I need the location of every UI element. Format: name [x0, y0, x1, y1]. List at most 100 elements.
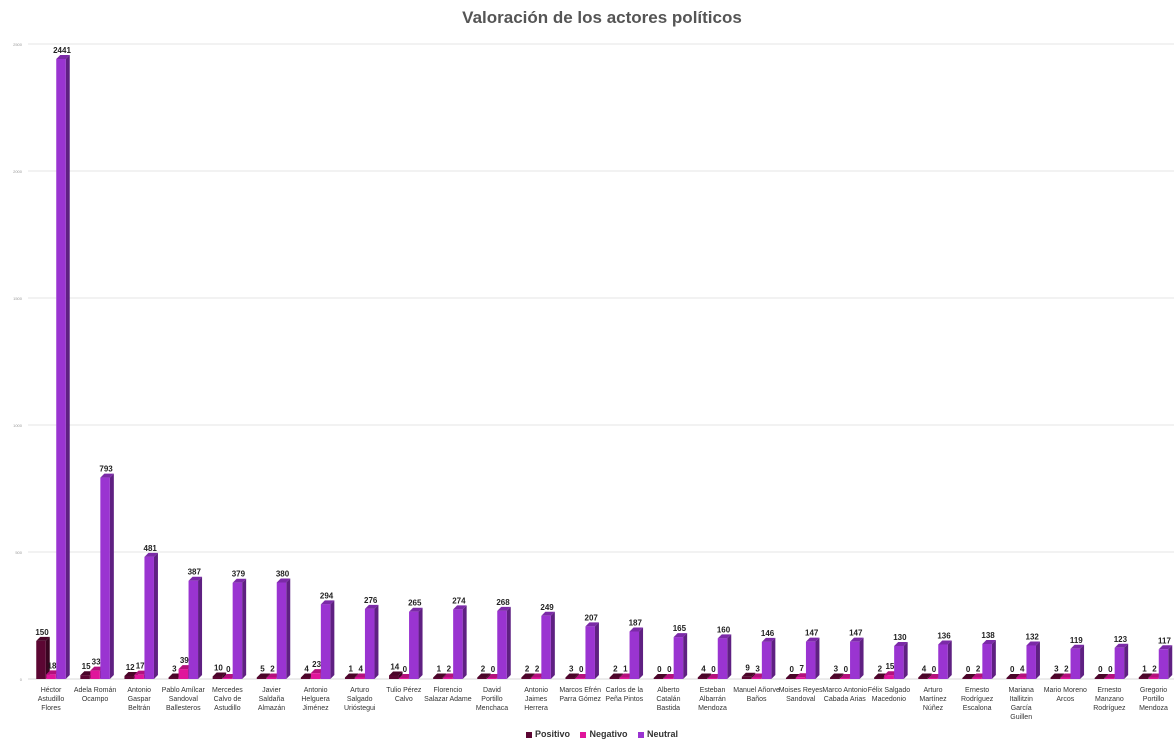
data-label: 380 [276, 569, 290, 578]
bar [707, 678, 718, 679]
bar [433, 677, 443, 679]
y-tick-label: 500 [15, 550, 22, 555]
bar-top [212, 672, 227, 677]
bar [795, 677, 806, 679]
bar [619, 677, 630, 679]
data-label: 160 [717, 625, 731, 634]
bar-top [938, 640, 952, 645]
bar [1060, 677, 1071, 679]
category-label: Antonio Helguera Jiménez [301, 687, 330, 712]
bar [751, 677, 762, 679]
bar-side [374, 604, 379, 679]
data-label: 0 [667, 665, 672, 674]
bar [212, 676, 223, 679]
bar-side [198, 576, 203, 679]
bar [344, 677, 355, 679]
data-label: 147 [849, 629, 863, 638]
bar [188, 580, 199, 679]
data-label: 1 [623, 665, 628, 674]
data-label: 14 [390, 662, 399, 671]
category-label: Mercedes Calvo de Astudillo [212, 687, 243, 712]
category-label: Marcos Efrén Parra Gómez [559, 687, 601, 703]
data-label: 379 [232, 570, 246, 579]
bar [100, 477, 110, 679]
bar [697, 677, 708, 679]
data-label: 265 [408, 599, 422, 608]
bar [36, 640, 46, 679]
bar [134, 674, 144, 679]
bar-top [962, 674, 976, 678]
bar-top [785, 674, 800, 678]
data-label: 3 [1054, 665, 1059, 674]
bar-side [330, 600, 335, 679]
data-label: 2441 [53, 46, 71, 55]
bar [364, 608, 375, 679]
data-label: 23 [312, 660, 321, 669]
category-label: David Portillo Menchaca [476, 687, 508, 712]
bar [276, 582, 287, 679]
bar [144, 556, 154, 679]
bar [1050, 677, 1061, 679]
bar [982, 643, 992, 679]
bar-side [1124, 643, 1129, 679]
bar [918, 677, 928, 679]
bar [850, 641, 860, 679]
category-label: Arturo Martínez Núñez [919, 687, 947, 712]
data-label: 39 [180, 656, 189, 665]
data-label: 274 [452, 596, 466, 605]
bar-top [541, 611, 555, 616]
data-label: 4 [358, 665, 363, 674]
data-label: 4 [1020, 665, 1025, 674]
bar [629, 631, 640, 679]
bar [1114, 647, 1125, 679]
category-label: Arturo Salgado Urióstegui [344, 687, 376, 712]
bar-top [1138, 673, 1153, 678]
data-label: 2 [878, 665, 883, 674]
data-label: 481 [144, 544, 158, 553]
data-label: 18 [48, 661, 57, 670]
data-label: 2 [1064, 665, 1069, 674]
bar [1094, 678, 1105, 679]
bar-top [100, 473, 114, 478]
bar-top [320, 600, 335, 605]
data-label: 0 [844, 665, 849, 674]
bar [663, 678, 674, 679]
bar-top [389, 671, 403, 676]
bar-top [1094, 674, 1109, 678]
bar-top [629, 627, 644, 632]
data-label: 0 [789, 665, 794, 674]
data-label: 3 [755, 665, 760, 674]
bar-top [1114, 643, 1129, 648]
data-label: 12 [126, 663, 135, 672]
data-label: 2 [976, 665, 981, 674]
bar [531, 677, 541, 679]
bar [497, 610, 507, 679]
bar [761, 641, 772, 679]
bar-top [1006, 674, 1020, 678]
legend-label-negativo: Negativo [589, 729, 628, 739]
bar-top [741, 672, 756, 677]
legend-label-neutral: Neutral [647, 729, 679, 739]
data-label: 17 [136, 662, 145, 671]
data-label: 0 [711, 665, 716, 674]
bar [1104, 678, 1115, 679]
data-label: 150 [35, 628, 49, 637]
bar [830, 677, 840, 679]
bar [653, 678, 664, 679]
data-label: 0 [1010, 665, 1015, 674]
bar [354, 677, 365, 679]
bar-top [653, 674, 668, 678]
bar-top [761, 637, 776, 642]
data-label: 117 [1158, 636, 1171, 645]
data-label: 0 [403, 665, 408, 674]
category-label: Ernesto Rodríguez Escalona [961, 687, 994, 712]
bar [320, 604, 331, 679]
y-tick-label: 2500 [13, 42, 23, 47]
data-label: 3 [834, 665, 839, 674]
legend-item-negativo: Negativo [580, 729, 628, 739]
bar-top [850, 637, 864, 642]
data-label: 15 [82, 662, 91, 671]
data-label: 0 [1108, 665, 1113, 674]
data-label: 136 [937, 631, 951, 640]
category-label: Javier Saldaña Almazán [258, 687, 285, 712]
